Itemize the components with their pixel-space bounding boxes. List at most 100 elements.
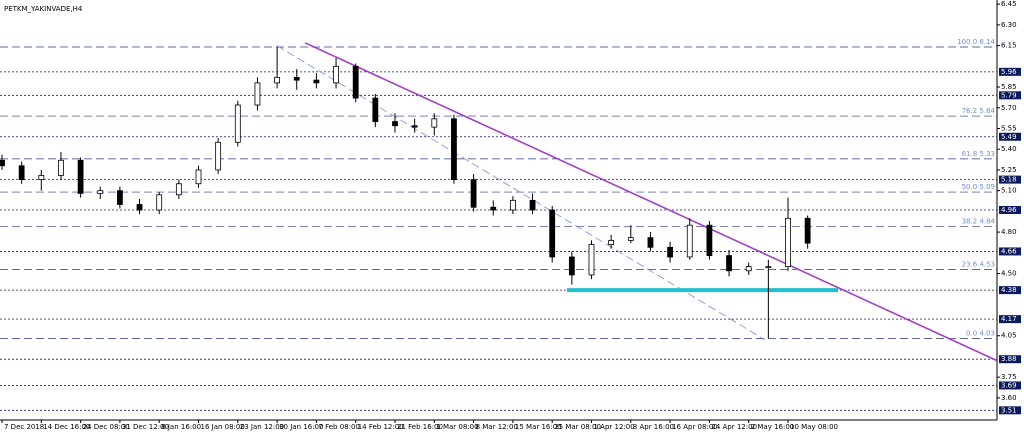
- price-level-label: 5.96: [1001, 68, 1017, 76]
- x-tick-label: 14 Dec 16:00: [43, 423, 90, 431]
- y-tick-label: 6.30: [1001, 21, 1017, 29]
- candle-body: [313, 79, 320, 84]
- price-level-box: [999, 286, 1021, 295]
- y-tick-label: 5.55: [1001, 124, 1017, 132]
- candle-body: [627, 237, 634, 241]
- price-level-box: [999, 67, 1021, 76]
- candle-body: [117, 190, 123, 205]
- y-tick-label: 3.60: [1001, 394, 1017, 402]
- candle-body: [215, 141, 222, 171]
- candle-body: [18, 165, 25, 181]
- candle-body: [136, 204, 143, 211]
- candle-body: [490, 206, 497, 211]
- candle-body: [529, 199, 536, 211]
- x-tick-label: 16 Apr 08:00: [672, 423, 718, 431]
- candle-body: [706, 224, 713, 256]
- candle-body: [38, 175, 45, 181]
- candle-body: [97, 190, 104, 194]
- price-level-label: 4.66: [1001, 247, 1017, 255]
- candle-body: [568, 256, 575, 276]
- x-tick-label: 15 Mar 16:00: [515, 423, 562, 431]
- chart-title: PETKM_YAKINVADE,H4: [4, 5, 83, 13]
- fib-level-label: 61.8 5.33: [962, 150, 995, 158]
- x-tick-label: 25 Mar 08:00: [554, 423, 601, 431]
- candle-body: [667, 246, 673, 258]
- x-tick-label: 8 Mar 12:00: [476, 423, 518, 431]
- y-tick-label: 5.40: [1001, 145, 1017, 153]
- x-tick-label: 31 Dec 12:00: [122, 423, 169, 431]
- candle-body: [785, 217, 791, 268]
- price-level-box: [999, 91, 1021, 100]
- price-level-label: 5.49: [1001, 133, 1017, 141]
- price-level-box: [999, 132, 1021, 141]
- y-tick-label: 4.50: [1001, 270, 1017, 278]
- candle-body: [765, 266, 772, 269]
- candle-body: [156, 194, 163, 211]
- candle-body: [372, 97, 379, 122]
- candle-body: [0, 159, 5, 167]
- candle-body: [411, 125, 418, 128]
- x-tick-label: 30 Jan 16:00: [279, 423, 323, 431]
- fib-level-label: 38.2 4.84: [962, 218, 996, 226]
- x-tick-label: 8 Jan 16:00: [161, 423, 201, 431]
- candle-body: [745, 266, 752, 272]
- candle-body: [254, 82, 261, 106]
- price-level-box: [999, 206, 1021, 214]
- x-tick-label: 10 May 08:00: [790, 423, 838, 431]
- y-tick-label: 3.75: [1001, 373, 1017, 381]
- price-level-label: 3.51: [1001, 406, 1017, 414]
- candle-body: [451, 118, 457, 181]
- candle-body: [549, 209, 556, 258]
- candle-body: [804, 217, 811, 244]
- price-level-label: 5.79: [1001, 91, 1017, 99]
- y-tick-label: 5.10: [1001, 187, 1017, 195]
- x-tick-label: 21 Feb 16:00: [397, 423, 443, 431]
- candle-body: [58, 159, 64, 176]
- y-tick-label: 5.85: [1001, 83, 1017, 91]
- price-level-label: 3.69: [1001, 381, 1017, 389]
- x-tick-label: 2 May 16:00: [751, 423, 795, 431]
- candle-body: [274, 76, 281, 84]
- candle-body: [392, 121, 398, 127]
- candle-body: [77, 159, 84, 194]
- x-tick-label: 24 Apr 12:00: [711, 423, 757, 431]
- candle-body: [686, 224, 693, 258]
- candle-body: [293, 76, 300, 81]
- x-tick-label: 7 Feb 08:00: [318, 423, 359, 431]
- price-level-box: [999, 175, 1021, 184]
- x-tick-label: 8 Apr 16:00: [633, 423, 674, 431]
- candle-body: [588, 244, 595, 276]
- candle-body: [608, 239, 615, 245]
- price-level-box: [999, 355, 1021, 364]
- trendline: [304, 42, 998, 362]
- x-tick-label: 1 Apr 12:00: [594, 423, 635, 431]
- candle-body: [175, 183, 182, 196]
- x-tick-label: 1 Mar 08:00: [436, 423, 478, 431]
- candle-body: [431, 118, 438, 128]
- price-level-box: [999, 247, 1021, 256]
- x-tick-label: 7 Dec 2018: [4, 423, 44, 431]
- fib-level-label: 23.6 4.53: [962, 260, 995, 268]
- y-tick-label: 5.25: [1001, 166, 1017, 174]
- price-level-label: 4.38: [1001, 286, 1017, 294]
- candle-body: [352, 65, 359, 99]
- x-tick-label: 24 Dec 08:00: [83, 423, 130, 431]
- price-level-box: [999, 406, 1021, 415]
- fib-level-label: 100.0 6.14: [957, 38, 995, 46]
- candle-body: [234, 104, 241, 143]
- price-level-box: [999, 315, 1021, 324]
- price-level-label: 5.18: [1001, 176, 1017, 184]
- candle-body: [647, 237, 654, 248]
- y-tick-label: 6.45: [1001, 0, 1017, 8]
- candle-body: [726, 255, 732, 272]
- x-tick-label: 16 Jan 08:00: [201, 423, 245, 431]
- x-tick-label: 23 Jan 12:00: [240, 423, 284, 431]
- fib-level-label: 50.0 5.09: [962, 183, 995, 191]
- y-tick-label: 5.70: [1001, 104, 1017, 112]
- price-level-label: 3.88: [1001, 355, 1017, 363]
- candle-body: [195, 169, 202, 185]
- y-tick-label: 4.80: [1001, 228, 1017, 236]
- y-tick-label: 4.05: [1001, 332, 1017, 340]
- price-level-box: [999, 381, 1021, 390]
